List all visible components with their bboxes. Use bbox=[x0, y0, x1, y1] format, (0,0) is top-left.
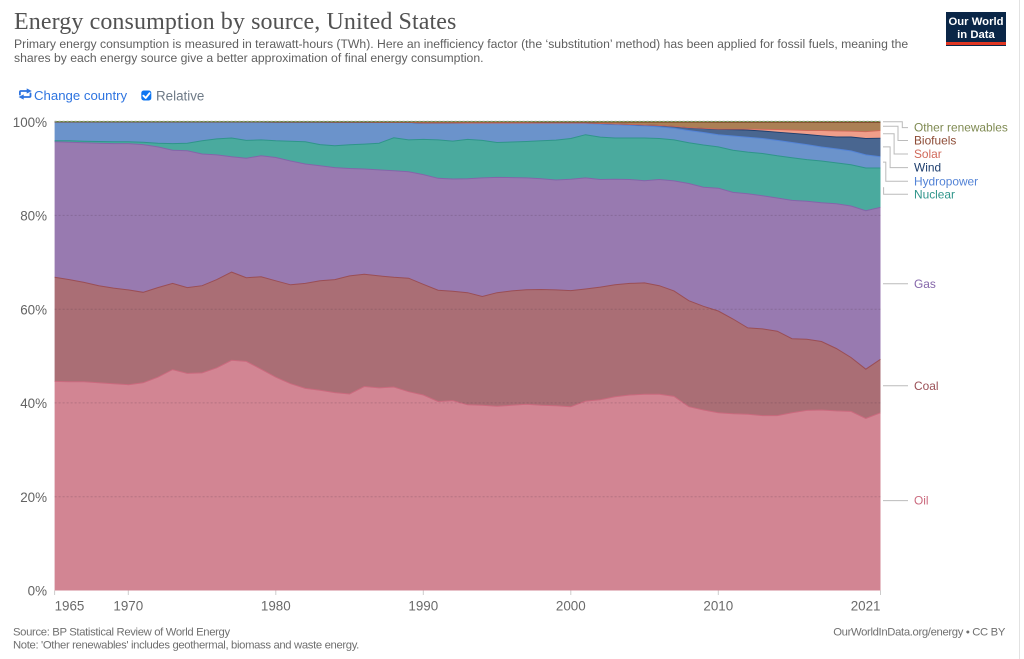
svg-text:2021: 2021 bbox=[851, 599, 881, 614]
svg-text:Oil: Oil bbox=[914, 494, 929, 508]
svg-text:Nuclear: Nuclear bbox=[914, 187, 955, 201]
svg-text:60%: 60% bbox=[20, 302, 47, 317]
svg-text:Gas: Gas bbox=[914, 277, 936, 291]
svg-text:Wind: Wind bbox=[914, 161, 941, 175]
svg-text:0%: 0% bbox=[28, 584, 47, 599]
svg-text:2000: 2000 bbox=[556, 599, 586, 614]
svg-text:1970: 1970 bbox=[113, 599, 143, 614]
svg-text:40%: 40% bbox=[20, 396, 47, 411]
svg-text:20%: 20% bbox=[20, 490, 47, 505]
svg-text:Other renewables: Other renewables bbox=[914, 121, 1008, 135]
svg-text:1990: 1990 bbox=[408, 599, 438, 614]
svg-text:Biofuels: Biofuels bbox=[914, 134, 956, 148]
svg-text:1965: 1965 bbox=[55, 599, 85, 614]
svg-text:2010: 2010 bbox=[703, 599, 733, 614]
svg-text:Note: 'Other renewables' inclu: Note: 'Other renewables' includes geothe… bbox=[13, 640, 359, 652]
svg-text:Solar: Solar bbox=[914, 147, 942, 161]
svg-text:Change country: Change country bbox=[34, 88, 128, 103]
svg-text:1980: 1980 bbox=[261, 599, 291, 614]
svg-text:Hydropower: Hydropower bbox=[914, 174, 978, 188]
svg-text:OurWorldInData.org/energy • CC: OurWorldInData.org/energy • CC BY bbox=[833, 627, 1006, 639]
svg-text:100%: 100% bbox=[13, 115, 47, 130]
svg-text:Relative: Relative bbox=[156, 88, 204, 103]
svg-text:Source: BP Statistical Review: Source: BP Statistical Review of World E… bbox=[13, 627, 230, 639]
svg-text:Coal: Coal bbox=[914, 379, 938, 393]
svg-text:80%: 80% bbox=[20, 209, 47, 224]
